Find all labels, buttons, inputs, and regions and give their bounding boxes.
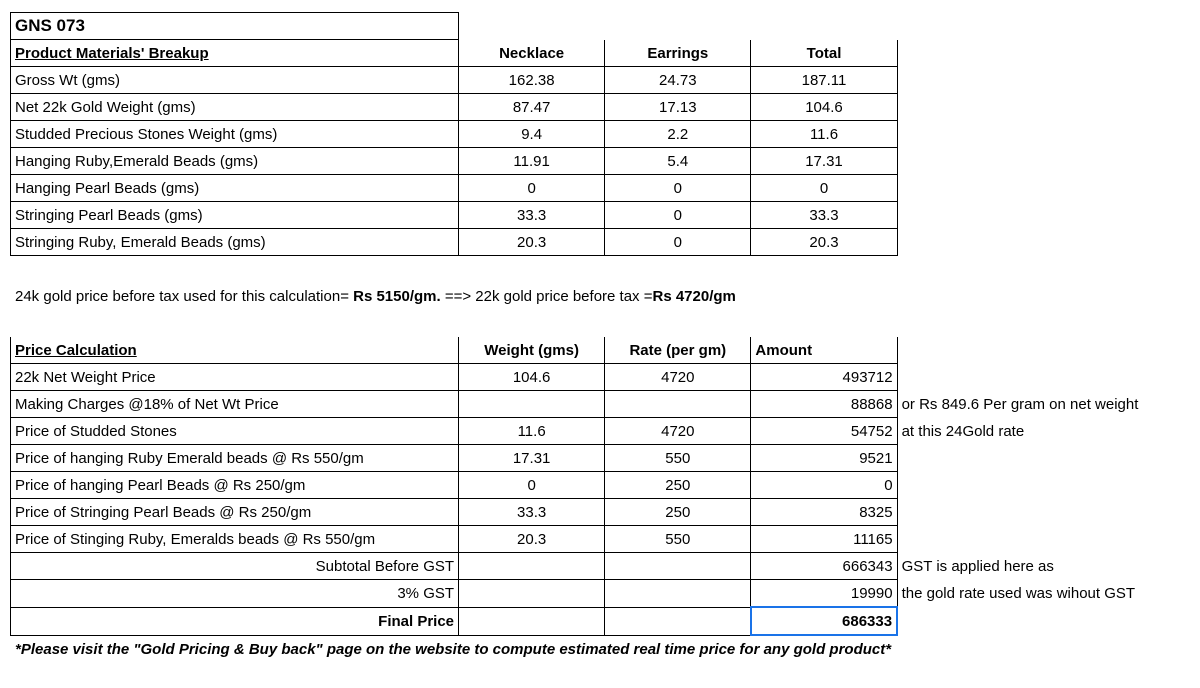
- calc-amount: 11165: [751, 526, 897, 553]
- materials-earrings-val: 24.73: [605, 67, 751, 94]
- materials-row-label: Stringing Pearl Beads (gms): [11, 202, 459, 229]
- gst-label: 3% GST: [11, 580, 459, 608]
- calc-note: [897, 364, 1189, 391]
- calc-note: at this 24Gold rate: [897, 418, 1189, 445]
- calc-weight: 17.31: [459, 445, 605, 472]
- materials-earrings-val: 0: [605, 229, 751, 256]
- materials-earrings-val: 17.13: [605, 94, 751, 121]
- materials-total-val: 33.3: [751, 202, 897, 229]
- calc-rate: 4720: [605, 364, 751, 391]
- calc-amount: 88868: [751, 391, 897, 418]
- calc-note: or Rs 849.6 Per gram on net weight: [897, 391, 1189, 418]
- calc-rate: 4720: [605, 418, 751, 445]
- subtotal-label: Subtotal Before GST: [11, 553, 459, 580]
- col-total: Total: [751, 40, 897, 67]
- materials-row-label: Net 22k Gold Weight (gms): [11, 94, 459, 121]
- materials-row-label: Gross Wt (gms): [11, 67, 459, 94]
- col-amount: Amount: [751, 337, 897, 364]
- calc-weight: 20.3: [459, 526, 605, 553]
- gst-note: the gold rate used was wihout GST: [897, 580, 1189, 608]
- calc-weight: [459, 391, 605, 418]
- calc-row-label: Making Charges @18% of Net Wt Price: [11, 391, 459, 418]
- calc-row-label: Price of hanging Pearl Beads @ Rs 250/gm: [11, 472, 459, 499]
- materials-row-label: Stringing Ruby, Emerald Beads (gms): [11, 229, 459, 256]
- calc-weight: 11.6: [459, 418, 605, 445]
- materials-necklace-val: 11.91: [459, 148, 605, 175]
- footer-note: *Please visit the "Gold Pricing & Buy ba…: [11, 635, 1190, 663]
- calc-rate: 550: [605, 445, 751, 472]
- calc-weight: 33.3: [459, 499, 605, 526]
- materials-total-val: 11.6: [751, 121, 897, 148]
- calc-note: [897, 499, 1189, 526]
- calc-row-label: Price of Studded Stones: [11, 418, 459, 445]
- calc-note: [897, 472, 1189, 499]
- materials-earrings-val: 5.4: [605, 148, 751, 175]
- calc-rate: 550: [605, 526, 751, 553]
- final-label: Final Price: [11, 607, 459, 635]
- materials-necklace-val: 87.47: [459, 94, 605, 121]
- subtotal-note: GST is applied here as: [897, 553, 1189, 580]
- calc-row-label: 22k Net Weight Price: [11, 364, 459, 391]
- col-necklace: Necklace: [459, 40, 605, 67]
- materials-row-label: Hanging Pearl Beads (gms): [11, 175, 459, 202]
- calc-rate: 250: [605, 472, 751, 499]
- gold-rate-note: 24k gold price before tax used for this …: [11, 283, 1190, 310]
- calc-header: Price Calculation: [11, 337, 459, 364]
- pricing-sheet: GNS 073Product Materials' BreakupNecklac…: [10, 12, 1190, 663]
- calc-row-label: Price of Stringing Pearl Beads @ Rs 250/…: [11, 499, 459, 526]
- materials-total-val: 20.3: [751, 229, 897, 256]
- col-rate: Rate (per gm): [605, 337, 751, 364]
- calc-amount: 9521: [751, 445, 897, 472]
- materials-total-val: 187.11: [751, 67, 897, 94]
- calc-rate: 250: [605, 499, 751, 526]
- calc-row-label: Price of Stinging Ruby, Emeralds beads @…: [11, 526, 459, 553]
- calc-note: [897, 526, 1189, 553]
- materials-necklace-val: 9.4: [459, 121, 605, 148]
- materials-necklace-val: 20.3: [459, 229, 605, 256]
- materials-row-label: Studded Precious Stones Weight (gms): [11, 121, 459, 148]
- materials-total-val: 0: [751, 175, 897, 202]
- col-weight: Weight (gms): [459, 337, 605, 364]
- calc-amount: 8325: [751, 499, 897, 526]
- product-code: GNS 073: [11, 13, 459, 40]
- col-earrings: Earrings: [605, 40, 751, 67]
- materials-header: Product Materials' Breakup: [11, 40, 459, 67]
- calc-amount: 0: [751, 472, 897, 499]
- materials-earrings-val: 2.2: [605, 121, 751, 148]
- materials-earrings-val: 0: [605, 175, 751, 202]
- gst-amount: 19990: [751, 580, 897, 608]
- materials-necklace-val: 33.3: [459, 202, 605, 229]
- calc-amount: 54752: [751, 418, 897, 445]
- calc-amount: 493712: [751, 364, 897, 391]
- calc-row-label: Price of hanging Ruby Emerald beads @ Rs…: [11, 445, 459, 472]
- calc-weight: 0: [459, 472, 605, 499]
- materials-row-label: Hanging Ruby,Emerald Beads (gms): [11, 148, 459, 175]
- materials-earrings-val: 0: [605, 202, 751, 229]
- materials-necklace-val: 0: [459, 175, 605, 202]
- calc-weight: 104.6: [459, 364, 605, 391]
- materials-necklace-val: 162.38: [459, 67, 605, 94]
- final-amount: 686333: [751, 607, 897, 635]
- subtotal-amount: 666343: [751, 553, 897, 580]
- materials-total-val: 17.31: [751, 148, 897, 175]
- materials-total-val: 104.6: [751, 94, 897, 121]
- calc-rate: [605, 391, 751, 418]
- calc-note: [897, 445, 1189, 472]
